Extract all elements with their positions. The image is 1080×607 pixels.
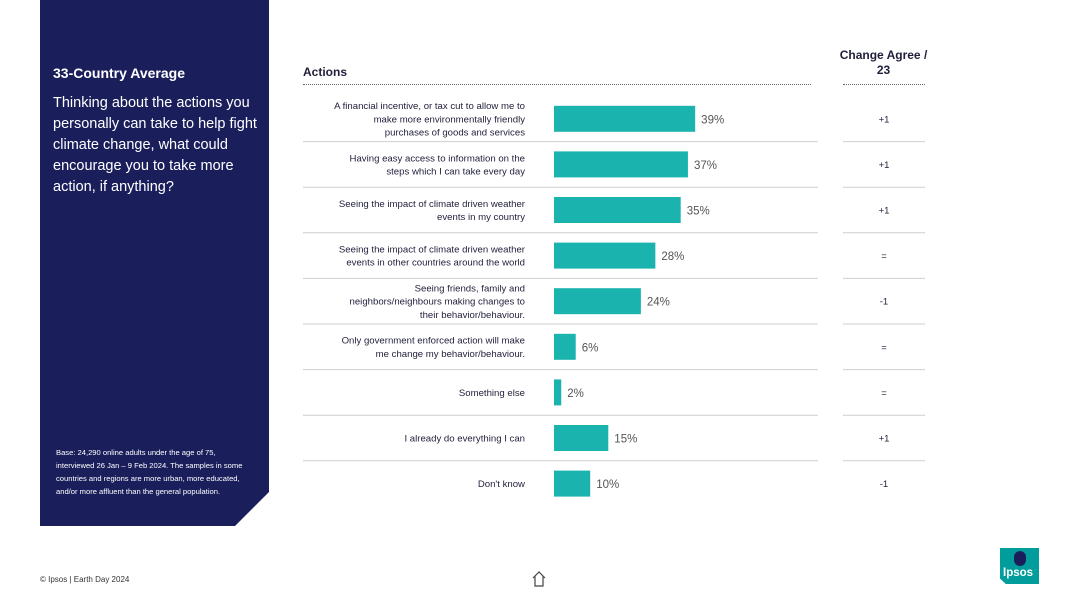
category-label-line: Only government enforced action will mak… bbox=[342, 336, 525, 347]
bar bbox=[554, 105, 696, 132]
logo-bubble-icon bbox=[1014, 551, 1026, 566]
actions-header-rule bbox=[303, 84, 811, 85]
value-label: 24% bbox=[647, 297, 670, 309]
category-label-line: Seeing the impact of climate driven weat… bbox=[339, 199, 526, 210]
category-label: Don't know bbox=[478, 479, 525, 490]
category-label-line: Having easy access to information on the bbox=[350, 153, 525, 164]
category-label: Only government enforced action will mak… bbox=[342, 336, 525, 360]
question-panel bbox=[40, 0, 269, 526]
category-label: Something else bbox=[459, 388, 525, 399]
value-label: 39% bbox=[701, 114, 724, 126]
value-label: 37% bbox=[694, 160, 717, 172]
category-label-line: steps which I can take every day bbox=[386, 167, 525, 178]
bar bbox=[554, 242, 656, 269]
value-label: 35% bbox=[687, 206, 710, 218]
change-value: +1 bbox=[879, 206, 890, 217]
category-label-line: neighbors/neighbours making changes to bbox=[350, 297, 525, 308]
category-label-line: make more environmentally friendly bbox=[374, 114, 526, 125]
change-column-header: Change Agree / 23 bbox=[839, 48, 928, 77]
panel-title: 33-Country Average bbox=[53, 65, 186, 81]
bar bbox=[554, 151, 688, 178]
home-icon[interactable] bbox=[532, 571, 546, 587]
footer-copyright: © Ipsos | Earth Day 2024 bbox=[40, 575, 130, 584]
category-label-line: events in my country bbox=[437, 212, 525, 223]
value-label: 15% bbox=[614, 434, 637, 446]
change-value: = bbox=[881, 342, 887, 353]
category-label-line: their behavior/behaviour. bbox=[420, 310, 525, 321]
category-label: I already do everything I can bbox=[404, 434, 525, 445]
category-label: Seeing the impact of climate driven weat… bbox=[339, 245, 526, 269]
category-label-line: purchases of goods and services bbox=[385, 128, 525, 139]
change-header-rule bbox=[843, 84, 925, 85]
category-label: Having easy access to information on the… bbox=[350, 153, 526, 177]
change-value: -1 bbox=[880, 479, 888, 490]
value-label: 10% bbox=[596, 479, 619, 491]
category-label-line: Seeing the impact of climate driven weat… bbox=[339, 245, 526, 256]
bar bbox=[554, 379, 562, 406]
ipsos-logo: Ipsos bbox=[1000, 548, 1039, 584]
change-value: +1 bbox=[879, 114, 890, 125]
bar bbox=[554, 470, 591, 497]
value-label: 28% bbox=[661, 251, 684, 263]
category-label: A financial incentive, or tax cut to all… bbox=[334, 101, 525, 138]
value-label: 2% bbox=[567, 388, 584, 400]
category-label-line: I already do everything I can bbox=[404, 434, 525, 445]
category-label-line: events in other countries around the wor… bbox=[346, 258, 525, 269]
category-label-line: A financial incentive, or tax cut to all… bbox=[334, 101, 525, 112]
change-value: = bbox=[881, 251, 887, 262]
bar bbox=[554, 333, 576, 360]
category-label-line: Seeing friends, family and bbox=[415, 284, 525, 295]
change-value: = bbox=[881, 388, 887, 399]
change-value: +1 bbox=[879, 434, 890, 445]
base-note: Base: 24,290 online adults under the age… bbox=[56, 448, 243, 496]
actions-column-header: Actions bbox=[303, 65, 348, 79]
category-label: Seeing friends, family and neighbors/neig… bbox=[350, 284, 525, 321]
bar bbox=[554, 197, 681, 223]
survey-question: Thinking about the actions you personall… bbox=[53, 95, 257, 195]
change-value: +1 bbox=[879, 160, 890, 171]
logo-text: Ipsos bbox=[1003, 567, 1034, 579]
value-label: 6% bbox=[582, 342, 599, 354]
bar bbox=[554, 425, 609, 451]
category-label: Seeing the impact of climate driven weat… bbox=[339, 199, 526, 223]
category-label-line: me change my behavior/behaviour. bbox=[376, 349, 525, 360]
change-value: -1 bbox=[880, 297, 888, 308]
bar bbox=[554, 288, 641, 315]
category-label-line: Something else bbox=[459, 388, 525, 399]
category-label-line: Don't know bbox=[478, 479, 525, 490]
